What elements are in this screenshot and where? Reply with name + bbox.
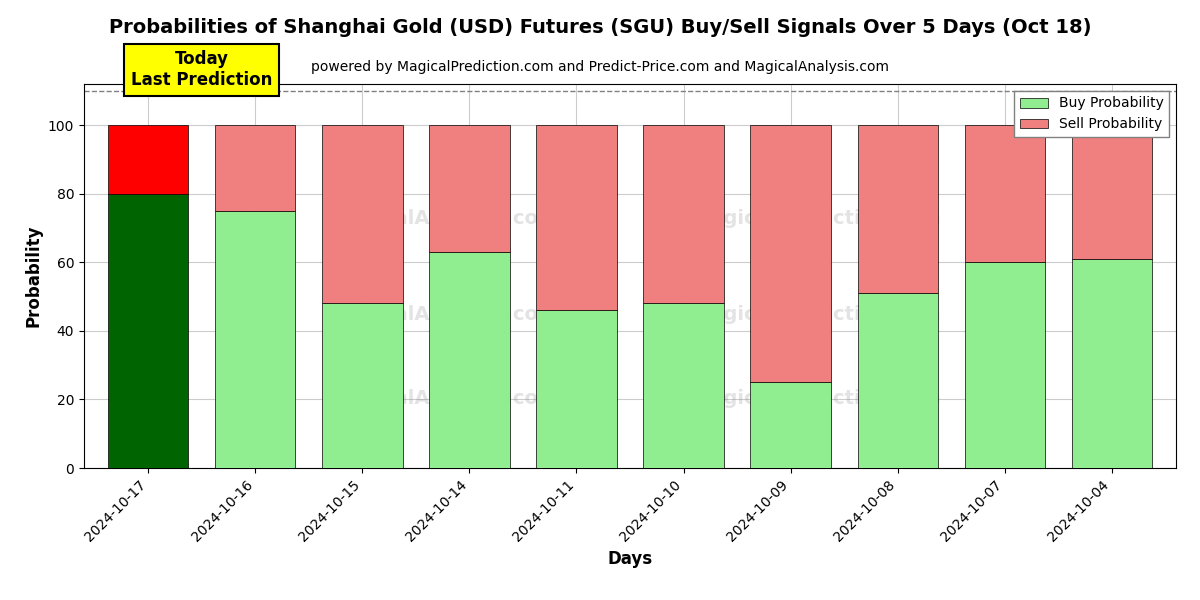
Bar — [536, 125, 617, 310]
Text: Today
Last Prediction: Today Last Prediction — [131, 50, 272, 89]
Bar — [430, 252, 510, 468]
Bar — [643, 125, 724, 304]
Bar — [215, 125, 295, 211]
Bar — [965, 125, 1045, 262]
Text: MagicalPrediction.com: MagicalPrediction.com — [691, 389, 941, 409]
Bar — [858, 125, 937, 293]
Bar — [858, 293, 937, 468]
Text: powered by MagicalPrediction.com and Predict-Price.com and MagicalAnalysis.com: powered by MagicalPrediction.com and Pre… — [311, 60, 889, 74]
Text: MagicalPrediction.com: MagicalPrediction.com — [691, 209, 941, 228]
Bar — [215, 211, 295, 468]
Text: MagicalAnalysis.com: MagicalAnalysis.com — [330, 209, 558, 228]
Y-axis label: Probability: Probability — [24, 225, 42, 327]
Bar — [1072, 259, 1152, 468]
Bar — [323, 125, 402, 304]
Text: MagicalAnalysis.com: MagicalAnalysis.com — [330, 305, 558, 324]
Bar — [108, 125, 188, 194]
Bar — [965, 262, 1045, 468]
Bar — [323, 304, 402, 468]
Bar — [536, 310, 617, 468]
Bar — [108, 194, 188, 468]
X-axis label: Days: Days — [607, 550, 653, 568]
Bar — [430, 125, 510, 252]
Bar — [643, 304, 724, 468]
Text: MagicalAnalysis.com: MagicalAnalysis.com — [330, 389, 558, 409]
Legend: Buy Probability, Sell Probability: Buy Probability, Sell Probability — [1014, 91, 1169, 137]
Bar — [1072, 125, 1152, 259]
Text: MagicalPrediction.com: MagicalPrediction.com — [691, 305, 941, 324]
Bar — [750, 382, 830, 468]
Bar — [750, 125, 830, 382]
Text: Probabilities of Shanghai Gold (USD) Futures (SGU) Buy/Sell Signals Over 5 Days : Probabilities of Shanghai Gold (USD) Fut… — [109, 18, 1091, 37]
